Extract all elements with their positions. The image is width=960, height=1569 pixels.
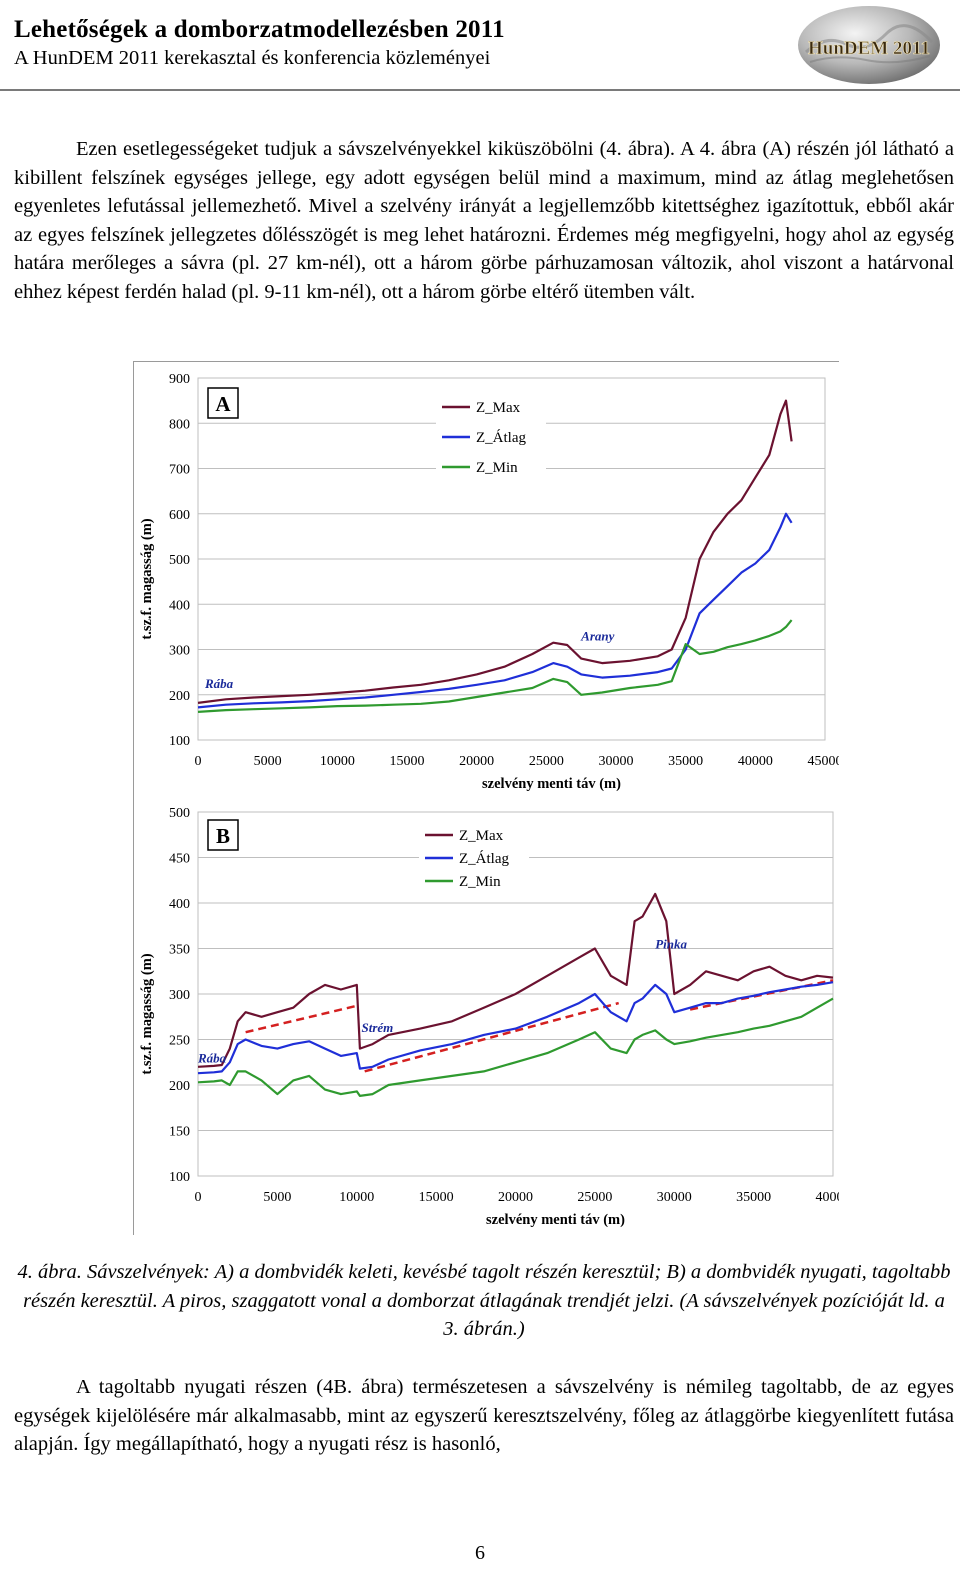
chart-b-y-axis-label: t.sz.f. magasság (m) — [139, 953, 155, 1074]
chart-a-y-tick-label: 700 — [169, 463, 190, 478]
chart-a-x-tick-label: 10000 — [320, 754, 355, 769]
chart-b-legend-label-max: Z_Max — [459, 828, 504, 844]
chart-b-panel-label-box — [207, 819, 239, 851]
chart-a-panel-label: A — [215, 392, 231, 416]
chart-a-legend-label-max: Z_Max — [476, 400, 521, 416]
chart-a-legend-label-min: Z_Min — [476, 460, 518, 476]
chart-b-trend-line-2 — [364, 1001, 620, 1073]
chart-panel-b: 100 150 200 250 300 350 400 450 500 0 5000 10000 150… — [133, 797, 851, 1234]
chart-b-y-tick-label: 150 — [169, 1125, 190, 1140]
chart-b-legend-label-min: Z_Min — [459, 874, 501, 890]
page-number: 6 — [475, 1542, 485, 1564]
chart-a-y-tick-label: 300 — [169, 644, 190, 659]
chart-b-y-tick-label: 400 — [169, 897, 190, 912]
figure-caption: 4. ábra. Sávszelvények: A) a dombvidék k… — [17, 1261, 951, 1341]
chart-a-y-tick-label: 500 — [169, 553, 190, 568]
chart-a-x-tick-label: 30000 — [599, 754, 634, 769]
body-paragraph-1: Ezen esetlegességeket tudjuk a sávszelvé… — [14, 135, 954, 307]
chart-a-x-tick-label: 20000 — [459, 754, 494, 769]
chart-b-annotation: Strém — [362, 1020, 394, 1035]
chart-b-x-tick-label: 10000 — [339, 1190, 374, 1205]
chart-b-x-tick-label: 0 — [195, 1190, 202, 1205]
paragraph-2-text: A tagoltabb nyugati részen (4B. ábra) te… — [14, 1376, 954, 1456]
hundem-logo: HunDEM 2011 — [798, 6, 940, 84]
chart-a-y-tick-label: 100 — [169, 734, 190, 749]
chart-a-x-tick-label: 15000 — [390, 754, 425, 769]
chart-b-y-tick-label: 450 — [169, 852, 190, 867]
chart-b-x-tick-label: 15000 — [419, 1190, 454, 1205]
chart-panel-a: 100 200 300 400 500 600 700 800 900 0 5000 10000 150… — [133, 361, 843, 798]
chart-a-series-atlag — [197, 512, 793, 709]
chart-a-x-axis-label: szelvény menti táv (m) — [482, 776, 621, 792]
chart-a-y-tick-label: 900 — [169, 372, 190, 387]
chart-a-series-max — [197, 399, 793, 704]
chart-a-y-tick-label: 800 — [169, 417, 190, 432]
chart-a-series-min — [197, 619, 793, 713]
paragraph-1-text: Ezen esetlegességeket tudjuk a sávszelvé… — [14, 138, 954, 303]
header-title: Lehetőségek a domborzatmodellezésben 201… — [14, 16, 505, 43]
logo-text: HunDEM 2011 — [808, 38, 930, 59]
chart-a-y-axis-label: t.sz.f. magasság (m) — [139, 518, 155, 639]
chart-b-y-tick-label: 250 — [169, 1034, 190, 1049]
chart-b-series-atlag — [197, 981, 834, 1075]
chart-b-x-tick-label: 20000 — [498, 1190, 533, 1205]
chart-a-y-tick-label: 400 — [169, 598, 190, 613]
body-paragraph-2: A tagoltabb nyugati részen (4B. ábra) te… — [14, 1373, 954, 1459]
chart-a-panel-label-box — [207, 387, 239, 419]
chart-a: 100 200 300 400 500 600 700 800 900 0 5000 10000 150… — [139, 372, 843, 792]
chart-b-x-tick-label: 30000 — [657, 1190, 692, 1205]
chart-b-annotation: Pinka — [655, 937, 687, 952]
chart-b-y-tick-label: 200 — [169, 1079, 190, 1094]
header-rule — [0, 89, 960, 91]
header-subtitle: A HunDEM 2011 kerekasztal és konferencia… — [14, 47, 491, 69]
chart-b-x-tick-label: 25000 — [577, 1190, 612, 1205]
chart-b-annotation: Rába — [197, 1050, 227, 1065]
chart-b-y-tick-label: 350 — [169, 943, 190, 958]
chart-a-y-tick-label: 200 — [169, 689, 190, 704]
chart-a-x-tick-label: 25000 — [529, 754, 564, 769]
chart-b-y-tick-label: 500 — [169, 806, 190, 821]
chart-b-x-tick-label: 35000 — [736, 1190, 771, 1205]
chart-b-legend-label-atlag: Z_Átlag — [459, 850, 509, 867]
chart-a-x-tick-label: 45000 — [808, 754, 840, 769]
chart-a-x-tick-label: 40000 — [738, 754, 773, 769]
chart-a-annotation: Rába — [204, 676, 234, 691]
chart-a-x-tick-label: 0 — [195, 754, 202, 769]
chart-b-x-tick-label: 5000 — [263, 1190, 291, 1205]
chart-a-legend-label-atlag: Z_Átlag — [476, 429, 526, 446]
chart-b-x-axis-label: szelvény menti táv (m) — [486, 1212, 625, 1228]
chart-b-series-max — [197, 892, 834, 1068]
chart-a-x-tick-label: 5000 — [254, 754, 282, 769]
page-header: Lehetőségek a domborzatmodellezésben 201… — [0, 0, 960, 92]
chart-a-annotation: Arany — [580, 628, 614, 643]
chart-b-y-tick-label: 100 — [169, 1170, 190, 1185]
chart-a-x-tick-label: 35000 — [668, 754, 703, 769]
chart-b-series-min — [197, 997, 834, 1097]
chart-b-trend-line-1 — [245, 1004, 358, 1034]
chart-b-y-tick-label: 300 — [169, 988, 190, 1003]
chart-b-panel-label: B — [216, 824, 230, 848]
chart-b-x-tick-label: 40000 — [816, 1190, 840, 1205]
chart-a-y-tick-label: 600 — [169, 508, 190, 523]
